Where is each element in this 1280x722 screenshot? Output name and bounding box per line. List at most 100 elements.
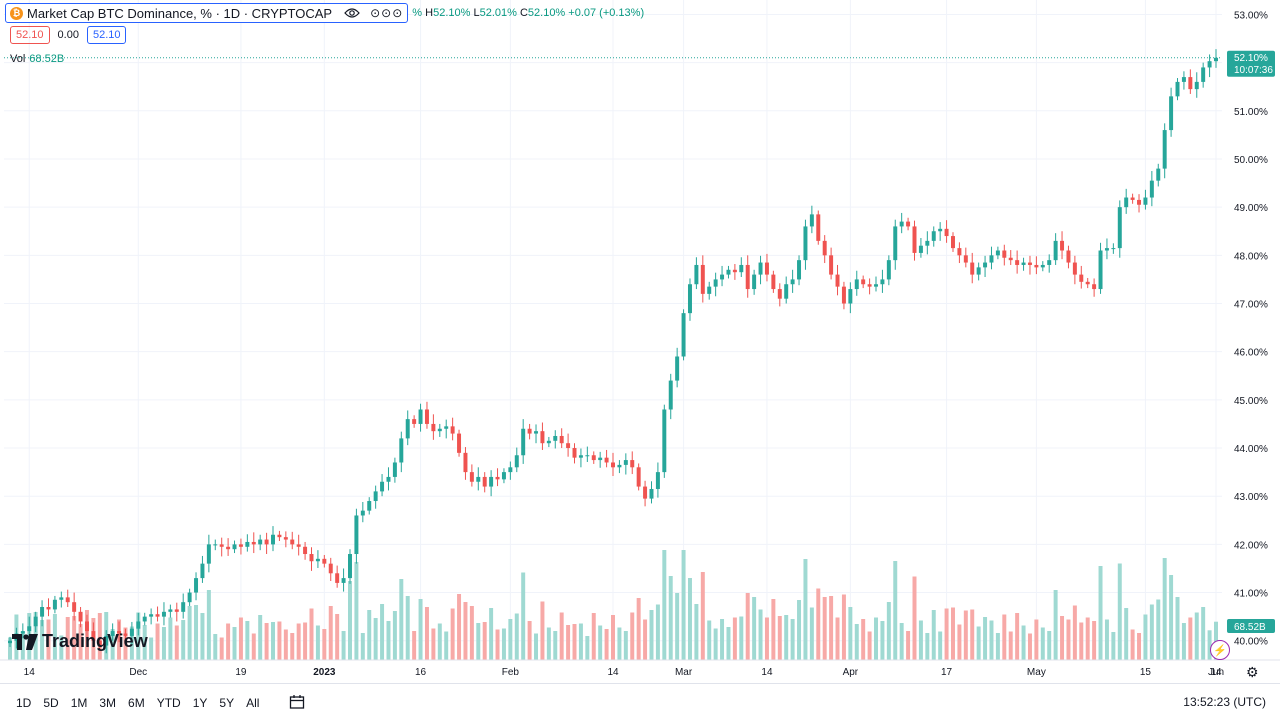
volume-bar (1072, 605, 1077, 660)
candle-body (931, 231, 936, 241)
volume-bar (745, 593, 750, 660)
candle-body (771, 274, 776, 290)
price-tick-label: 50.00% (1234, 155, 1268, 166)
lightning-icon[interactable]: ⚡ (1210, 640, 1230, 660)
range-button-1d[interactable]: 1D (16, 696, 32, 710)
volume-bar (424, 607, 429, 660)
candle-body (1169, 96, 1174, 131)
volume-bar (495, 629, 500, 660)
utc-clock[interactable]: 13:52:23 (UTC) (1183, 695, 1266, 709)
volume-bar (360, 633, 365, 660)
volume-bar (1169, 575, 1174, 660)
volume-bar (803, 559, 808, 660)
candle-body (521, 428, 526, 456)
candle-body (1188, 77, 1193, 90)
candlestick-chart[interactable]: 53.00%52.00%51.00%50.00%49.00%48.00%47.0… (0, 0, 1280, 683)
price-axis[interactable]: 53.00%52.00%51.00%50.00%49.00%48.00%47.0… (1222, 0, 1280, 660)
volume-bar (1104, 619, 1109, 660)
eye-icon[interactable] (344, 7, 360, 19)
volume-bar (880, 621, 885, 660)
volume-bar (226, 623, 231, 660)
volume-bar (489, 608, 494, 660)
volume-bar (636, 598, 641, 660)
last-price-label: 52.10% (1234, 53, 1268, 64)
volume-bar (482, 622, 487, 660)
volume-bar (514, 613, 519, 660)
sell-button[interactable]: 52.10 (10, 26, 50, 44)
volume-bar (700, 572, 705, 660)
volume-label: Vol (10, 53, 26, 65)
volume-bar (213, 634, 218, 660)
volume-bar (790, 619, 795, 660)
candle-body (1104, 248, 1109, 251)
range-button-all[interactable]: All (246, 696, 260, 710)
candle-body (1098, 250, 1103, 290)
candle-body (553, 435, 558, 441)
candle-body (495, 476, 500, 480)
volume-bar (951, 607, 955, 660)
candle-body (604, 457, 609, 463)
candle-body (546, 440, 551, 444)
candle-body (424, 409, 429, 424)
range-button-ytd[interactable]: YTD (156, 696, 181, 710)
candle-body (283, 537, 288, 540)
candle-body (328, 563, 333, 574)
candle-body (963, 255, 968, 263)
candle-body (78, 611, 83, 622)
volume-bar (559, 612, 564, 660)
price-tick-label: 45.00% (1234, 396, 1268, 407)
candle-body (694, 264, 699, 285)
time-tick-label: Apr (843, 667, 859, 678)
candle-body (161, 611, 166, 617)
volume-bar (1137, 633, 1142, 660)
candle-body (123, 633, 128, 636)
candle-body (8, 640, 12, 644)
volume-bar (1194, 612, 1199, 660)
volume-bar (232, 627, 237, 660)
volume-bar (662, 550, 667, 660)
candle-body (874, 284, 878, 287)
volume-bar (52, 614, 57, 660)
volume-bar (341, 631, 346, 660)
range-button-1y[interactable]: 1Y (192, 696, 208, 710)
candle-body (1143, 197, 1148, 205)
volume-bar (848, 607, 853, 660)
range-button-3m[interactable]: 3M (99, 696, 117, 710)
candle-body (720, 274, 725, 280)
volume-bar (450, 608, 455, 660)
candle-body (59, 597, 64, 600)
buy-button[interactable]: 52.10 (86, 26, 127, 44)
candle-body (970, 262, 975, 275)
range-button-5d[interactable]: 5D (43, 696, 59, 710)
symbol-box[interactable]: ₿ Market Cap BTC Dominance, % · 1D · CRY… (5, 3, 409, 23)
candle-body (149, 614, 154, 617)
candle-body (681, 313, 686, 357)
volume-bar (931, 610, 936, 660)
range-button-1m[interactable]: 1M (70, 696, 88, 710)
range-button-6m[interactable]: 6M (128, 696, 145, 710)
candle-body (989, 255, 994, 263)
candle-body (700, 264, 705, 294)
candle-body (867, 284, 872, 287)
volume-tag (1227, 619, 1275, 633)
symbol-title[interactable]: Market Cap BTC Dominance, % · 1D · CRYPT… (27, 5, 333, 21)
price-tick-label: 53.00% (1234, 10, 1268, 21)
candle-body (335, 573, 340, 583)
candle-body (662, 409, 667, 473)
close-value: 52.10% (527, 7, 566, 19)
more-options-icon[interactable]: ⊙⊙⊙ (370, 6, 404, 20)
candle-body (418, 409, 423, 424)
candle-body (181, 602, 186, 612)
gear-icon[interactable]: ⚙ (1246, 664, 1259, 680)
volume-bar (469, 606, 474, 660)
range-button-5y[interactable]: 5Y (219, 696, 235, 710)
tradingview-logo[interactable]: TradingView (12, 631, 148, 652)
time-tick-label: 14 (607, 667, 619, 678)
volume-bar (1047, 631, 1052, 660)
candle-body (142, 616, 147, 622)
calendar-icon[interactable] (289, 694, 305, 713)
candle-body (726, 269, 731, 275)
volume-bar (617, 627, 622, 660)
volume-bar (643, 619, 648, 660)
